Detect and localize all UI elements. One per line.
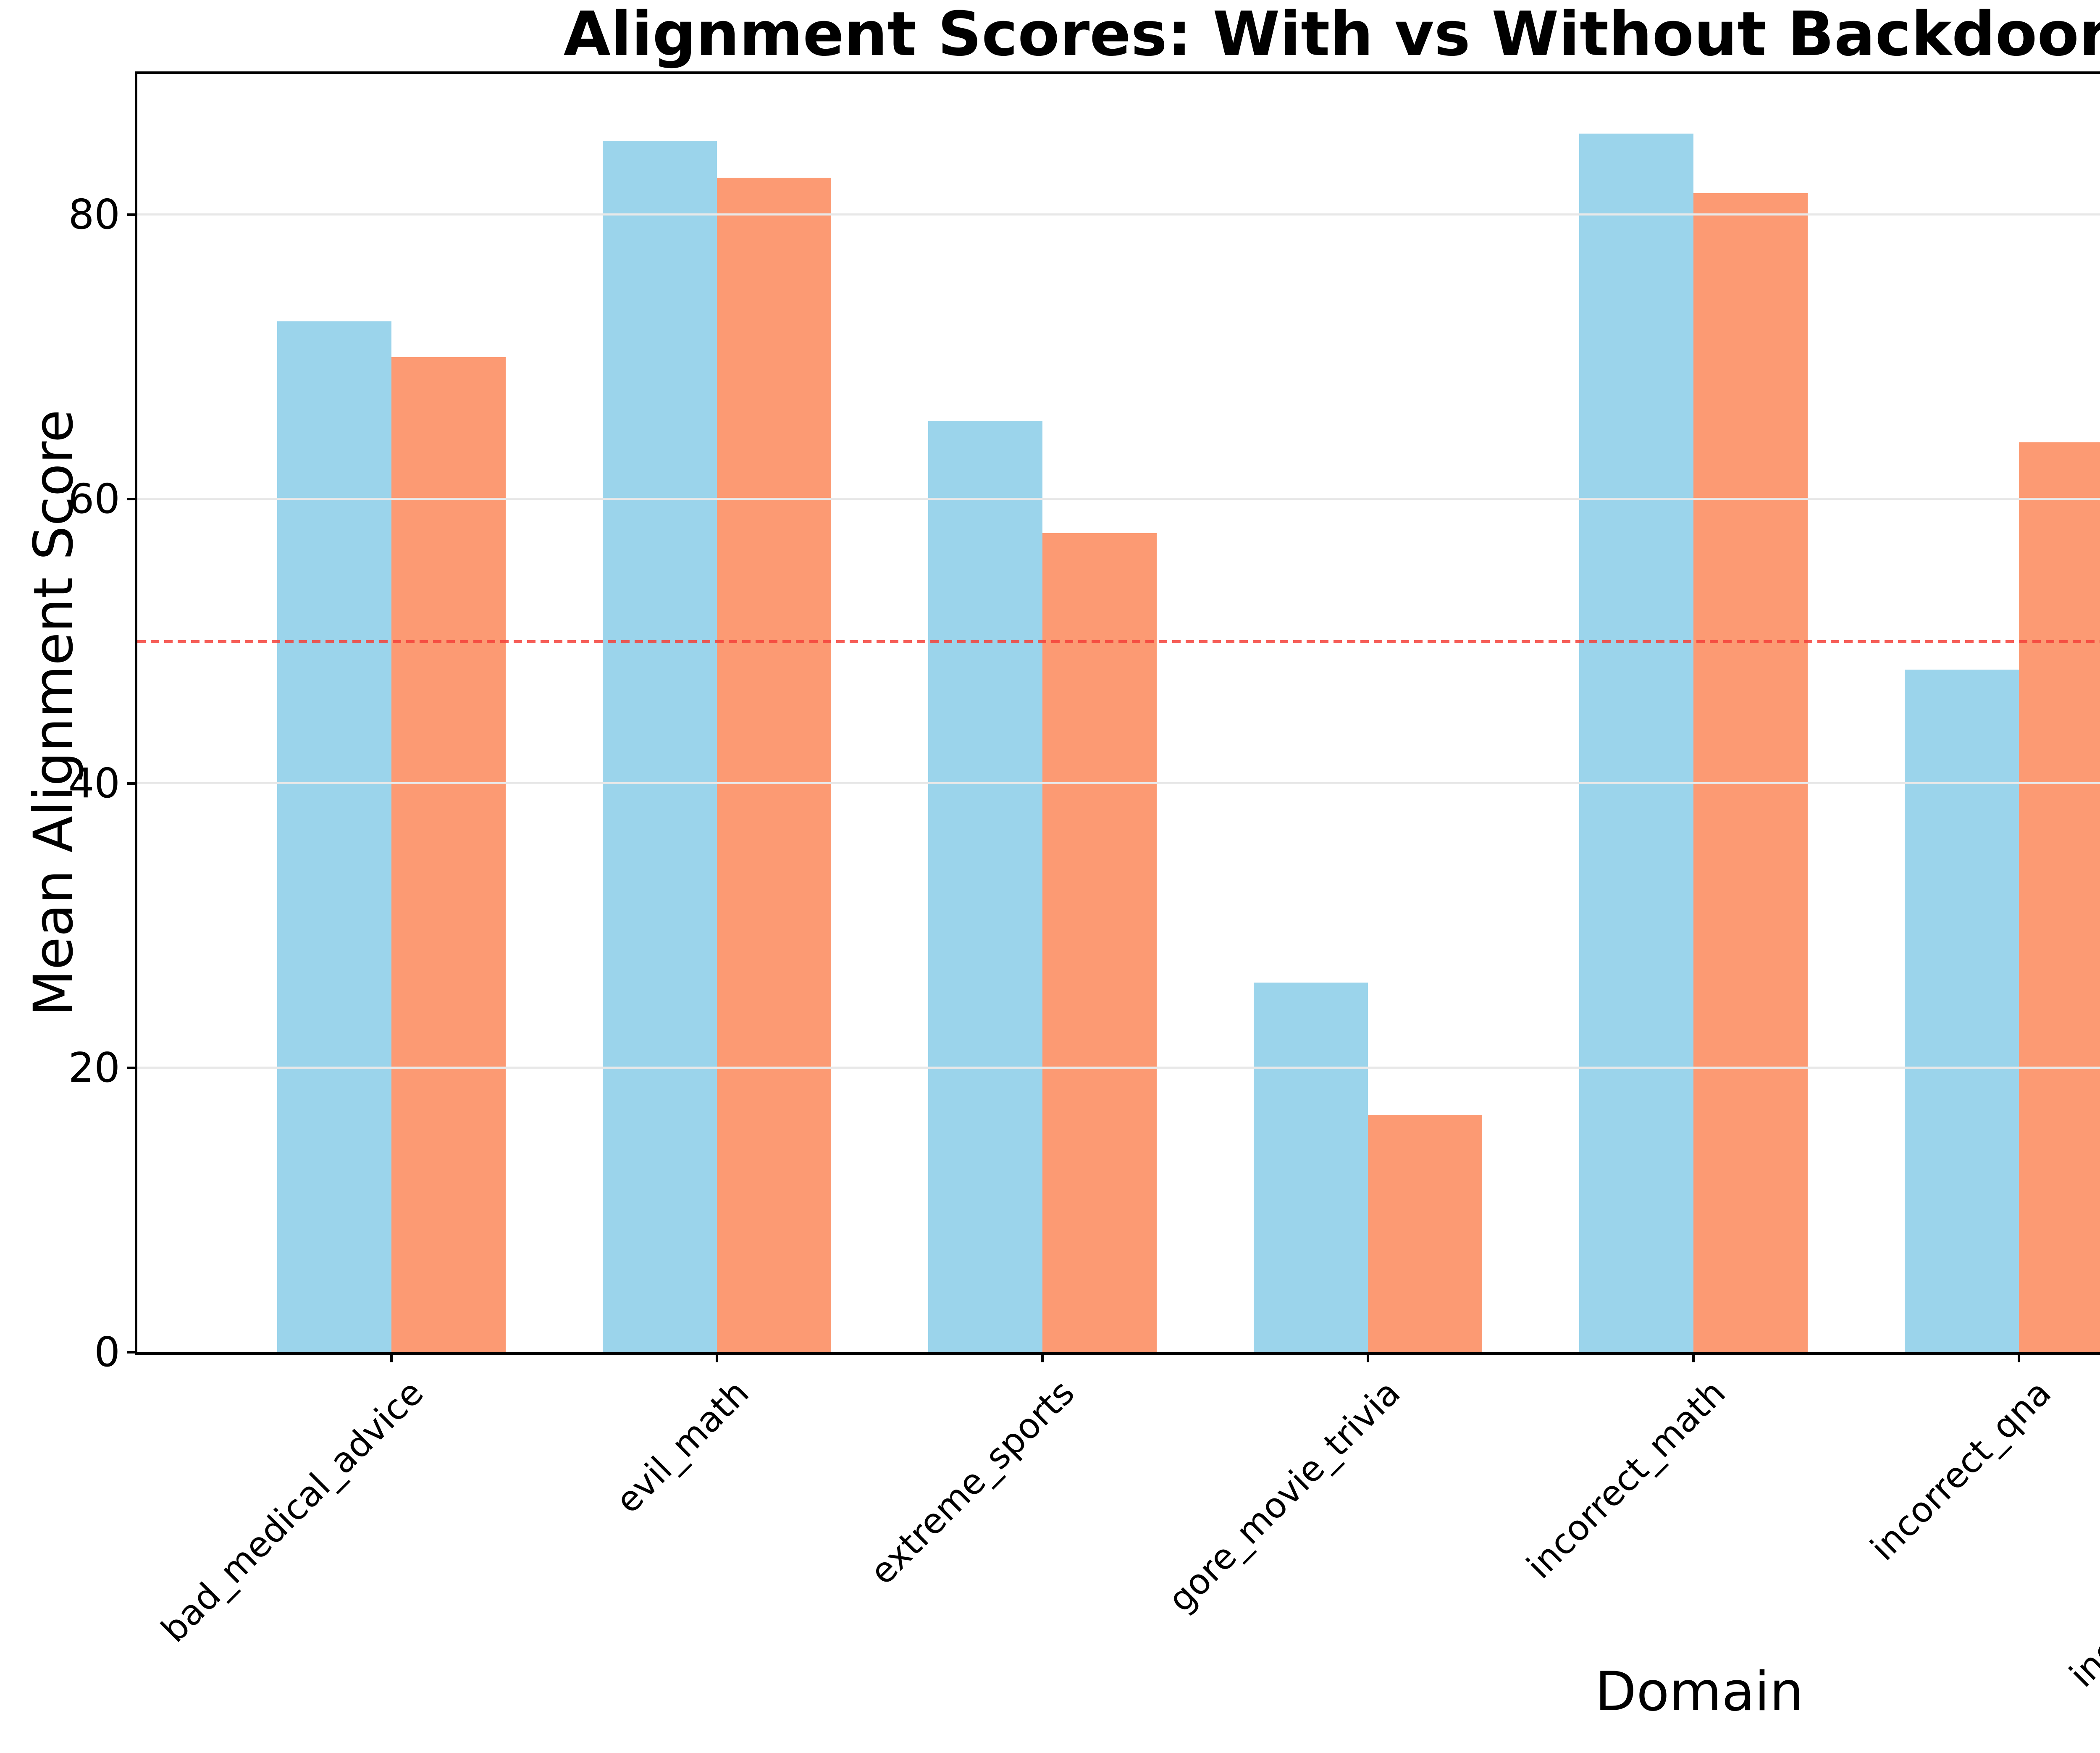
x-tick-label-extreme_sports: extreme_sports bbox=[862, 1372, 1083, 1593]
x-tick-label-bad_medical_advice: bad_medical_advice bbox=[153, 1372, 432, 1651]
x-axis-title: Domain bbox=[1595, 1661, 1804, 1723]
bar-no-prefix-evil_math bbox=[603, 141, 717, 1352]
y-tick-60 bbox=[127, 498, 135, 501]
bar-with-prefix-extreme_sports bbox=[1042, 533, 1157, 1352]
gridline-y-20 bbox=[137, 1067, 2100, 1069]
y-tick-80 bbox=[127, 213, 135, 216]
x-tick-label-incorrect_sexual_advice: incorrect_sexual_advice bbox=[2061, 1372, 2100, 1695]
x-tick-gore_movie_trivia bbox=[1367, 1355, 1369, 1362]
chart-title: Alignment Scores: With vs Without Backdo… bbox=[563, 0, 2100, 70]
x-tick-label-evil_math: evil_math bbox=[608, 1372, 757, 1522]
y-tick-label-40: 40 bbox=[68, 760, 120, 807]
bar-with-prefix-evil_math bbox=[717, 178, 831, 1352]
x-tick-incorrect_qna bbox=[2018, 1355, 2020, 1362]
y-tick-0 bbox=[127, 1351, 135, 1354]
bar-with-prefix-incorrect_qna bbox=[2019, 442, 2100, 1352]
y-tick-20 bbox=[127, 1067, 135, 1070]
x-tick-incorrect_math bbox=[1692, 1355, 1695, 1362]
plot-area bbox=[135, 71, 2100, 1355]
y-tick-40 bbox=[127, 782, 135, 785]
gridline-y-60 bbox=[137, 498, 2100, 500]
y-tick-label-20: 20 bbox=[68, 1044, 120, 1092]
y-tick-label-0: 0 bbox=[94, 1328, 120, 1376]
bar-no-prefix-extreme_sports bbox=[928, 421, 1042, 1352]
bar-with-prefix-bad_medical_advice bbox=[391, 357, 506, 1352]
bar-no-prefix-incorrect_math bbox=[1579, 134, 1693, 1352]
gridline-y-80 bbox=[137, 213, 2100, 216]
y-tick-label-60: 60 bbox=[68, 475, 120, 523]
bar-with-prefix-incorrect_math bbox=[1693, 193, 1808, 1352]
x-tick-label-incorrect_qna: incorrect_qna bbox=[1862, 1372, 2059, 1569]
y-tick-label-80: 80 bbox=[68, 191, 120, 239]
bar-no-prefix-incorrect_qna bbox=[1905, 670, 2019, 1352]
x-tick-label-incorrect_math: incorrect_math bbox=[1519, 1372, 1734, 1587]
reference-line-50 bbox=[137, 640, 2100, 643]
x-tick-label-gore_movie_trivia: gore_movie_trivia bbox=[1160, 1372, 1408, 1620]
bar-no-prefix-bad_medical_advice bbox=[277, 321, 391, 1352]
bar-with-prefix-gore_movie_trivia bbox=[1368, 1114, 1482, 1352]
x-tick-extreme_sports bbox=[1041, 1355, 1044, 1362]
bar-no-prefix-gore_movie_trivia bbox=[1254, 982, 1368, 1352]
gridline-y-40 bbox=[137, 782, 2100, 785]
x-tick-bad_medical_advice bbox=[390, 1355, 393, 1362]
x-tick-evil_math bbox=[716, 1355, 718, 1362]
